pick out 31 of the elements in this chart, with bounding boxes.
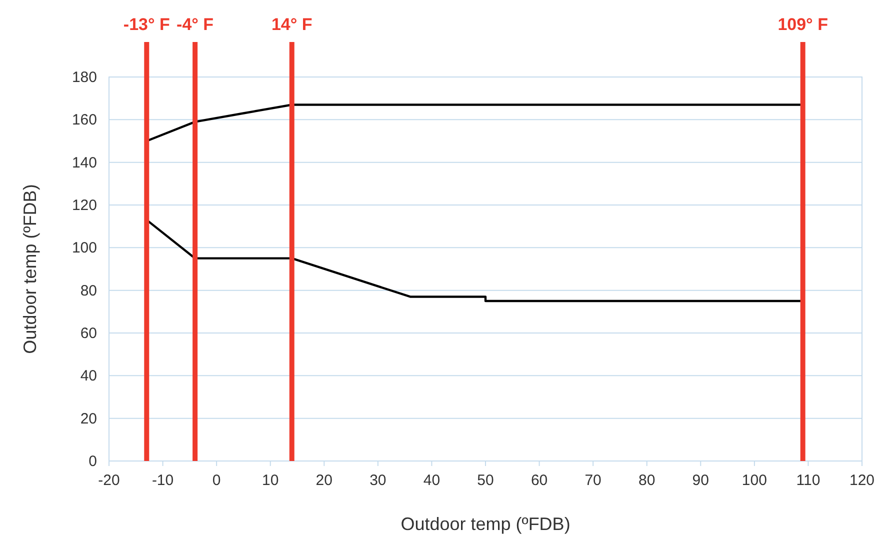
x-tick-label: 20: [316, 472, 332, 489]
x-tick-label: 0: [212, 472, 221, 489]
y-tick-label: 140: [72, 154, 97, 172]
x-tick-label: 50: [477, 472, 494, 489]
x-tick-label: 110: [796, 472, 820, 489]
ref-line-label: 109° F: [778, 15, 828, 34]
x-tick-label: 120: [849, 472, 875, 489]
y-tick-label: 160: [72, 112, 97, 129]
x-tick-label: 10: [262, 472, 279, 489]
y-axis-title: Outdoor temp (ºFDB): [20, 184, 40, 354]
x-tick-label: 60: [530, 472, 548, 489]
y-tick-label: 180: [72, 69, 97, 86]
x-tick-label: -10: [152, 472, 174, 489]
y-tick-label: 60: [80, 325, 97, 342]
x-tick-label: 100: [742, 472, 767, 489]
x-tick-label: 70: [584, 472, 602, 489]
ref-line-label: -13° F: [123, 15, 170, 34]
x-tick-label: 40: [423, 472, 440, 489]
x-tick-label: 30: [370, 472, 386, 489]
x-axis-title: Outdoor temp (ºFDB): [400, 514, 570, 534]
ref-line-label: -4° F: [176, 15, 214, 34]
y-tick-label: 20: [80, 410, 97, 428]
x-tick-label: 80: [638, 472, 656, 489]
y-tick-label: 120: [72, 197, 97, 214]
y-tick-label: 80: [80, 282, 97, 300]
y-tick-label: 0: [88, 453, 97, 470]
x-tick-label: -20: [98, 472, 120, 489]
y-tick-label: 40: [80, 368, 97, 385]
x-tick-label: 90: [692, 472, 709, 489]
ref-line-label: 14° F: [271, 15, 312, 34]
y-tick-label: 100: [72, 240, 97, 257]
